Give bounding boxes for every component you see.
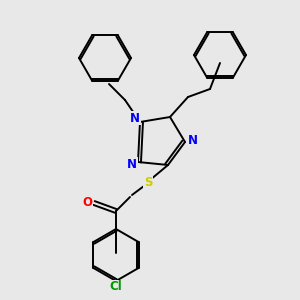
Text: N: N <box>130 112 140 124</box>
Text: N: N <box>127 158 137 170</box>
Text: N: N <box>188 134 198 146</box>
Text: O: O <box>82 196 92 208</box>
Text: Cl: Cl <box>110 280 122 293</box>
Text: S: S <box>144 176 152 190</box>
